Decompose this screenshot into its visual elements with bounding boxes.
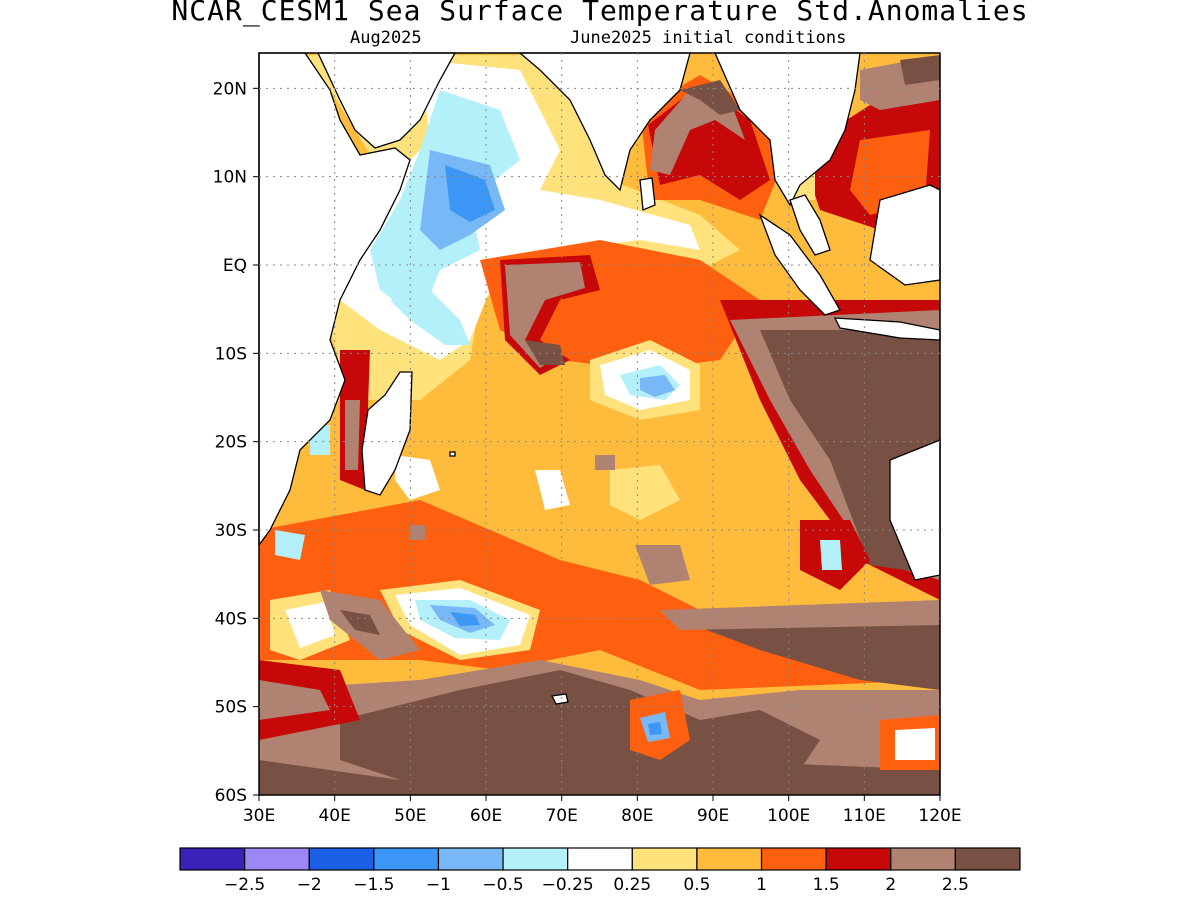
colorbar-swatch bbox=[373, 847, 440, 871]
lon-tick-label: 60E bbox=[470, 806, 502, 826]
lon-tick-label: 50E bbox=[394, 806, 426, 826]
lon-tick-label: 70E bbox=[545, 806, 577, 826]
kerguelen bbox=[551, 693, 569, 705]
anomaly-region bbox=[525, 340, 565, 365]
colorbar-swatch bbox=[825, 847, 892, 871]
grid-lines bbox=[259, 53, 940, 795]
colorbar-label: −0.5 bbox=[482, 875, 523, 895]
lon-tick-label: 120E bbox=[918, 806, 961, 826]
colorbar-label: −1.5 bbox=[353, 875, 394, 895]
colorbar-swatch bbox=[244, 847, 310, 871]
anomaly-region bbox=[445, 165, 495, 222]
anomaly-region bbox=[450, 612, 480, 626]
colorbar-label: 1 bbox=[756, 875, 767, 895]
lat-tick-label: 50S bbox=[215, 698, 247, 718]
lon-tick-label: 80E bbox=[621, 806, 653, 826]
anomaly-region bbox=[648, 722, 662, 735]
sri-lanka bbox=[639, 177, 656, 211]
anomaly-region bbox=[660, 600, 940, 630]
anomaly-region bbox=[895, 728, 935, 760]
anomaly-region bbox=[505, 262, 585, 368]
map-title: NCAR_CESM1 Sea Surface Temperature Std.A… bbox=[171, 0, 1029, 27]
lat-tick-label: 20N bbox=[213, 79, 247, 99]
forecast-month: Aug2025 bbox=[350, 28, 422, 48]
colorbar-swatch bbox=[890, 847, 956, 871]
lat-tick-label: EQ bbox=[223, 256, 247, 276]
anomaly-region bbox=[345, 400, 360, 470]
anomaly-region bbox=[340, 610, 380, 635]
colorbar-swatch bbox=[696, 847, 763, 871]
anomaly-region bbox=[259, 760, 940, 795]
colorbar-swatch bbox=[760, 847, 827, 871]
colorbar-label: 2.5 bbox=[942, 875, 969, 895]
plot-frame bbox=[258, 52, 941, 796]
madagascar bbox=[361, 371, 413, 496]
anomaly-region bbox=[595, 455, 615, 470]
anomaly-region bbox=[275, 530, 305, 560]
lon-tick-label: 100E bbox=[767, 806, 810, 826]
colorbar-label: 2 bbox=[885, 875, 896, 895]
lon-tick-label: 30E bbox=[243, 806, 275, 826]
lon-tick-label: 110E bbox=[843, 806, 886, 826]
lon-tick-label: 40E bbox=[318, 806, 350, 826]
anomaly-region bbox=[635, 545, 690, 585]
anomaly-region bbox=[640, 375, 675, 397]
india bbox=[518, 52, 691, 192]
colorbar-label: −0.25 bbox=[542, 875, 594, 895]
anomaly-region bbox=[340, 670, 820, 780]
lat-tick-label: 10N bbox=[213, 168, 247, 188]
anomaly-region bbox=[610, 465, 680, 520]
colorbar-swatch bbox=[567, 847, 633, 871]
anomaly-region bbox=[395, 455, 440, 500]
lat-tick-label: 20S bbox=[215, 433, 247, 453]
initial-conditions: June2025 initial conditions bbox=[570, 28, 847, 48]
anomaly-region bbox=[259, 680, 330, 720]
colorbar-swatch bbox=[437, 847, 504, 871]
colorbar-swatch bbox=[954, 847, 1021, 871]
colorbar: −2.5 −2 −1.5 −1 −0.5 −0.25 0.25 0.5 1 1.5 2 2.5 bbox=[179, 847, 1021, 895]
colorbar-label: 0.25 bbox=[613, 875, 651, 895]
colorbar-label: 0.5 bbox=[683, 875, 710, 895]
colorbar-swatch bbox=[631, 847, 698, 871]
anomaly-region bbox=[390, 290, 470, 345]
anomaly-region bbox=[900, 55, 940, 85]
lat-tick-label: 30S bbox=[215, 521, 247, 541]
arabia bbox=[316, 52, 457, 149]
colorbar-label: −2.5 bbox=[224, 875, 265, 895]
lon-tick-label: 90E bbox=[697, 806, 729, 826]
colorbar-swatch bbox=[502, 847, 569, 871]
lat-tick-label: 60S bbox=[215, 786, 247, 806]
anomaly-region bbox=[410, 525, 425, 540]
lat-tick-label: 40S bbox=[215, 609, 247, 629]
colorbar-swatch bbox=[179, 847, 246, 871]
anomaly-region bbox=[680, 620, 940, 690]
colorbar-swatch bbox=[308, 847, 375, 871]
mauritius bbox=[449, 451, 456, 457]
anomaly-region bbox=[820, 540, 842, 570]
indochina bbox=[714, 52, 861, 207]
malay-peninsula bbox=[789, 194, 831, 256]
lat-tick-label: 10S bbox=[215, 344, 247, 364]
colorbar-label: −1 bbox=[426, 875, 451, 895]
australia bbox=[889, 439, 941, 581]
colorbar-label: −2 bbox=[297, 875, 322, 895]
anomaly-region bbox=[285, 602, 335, 648]
colorbar-label: 1.5 bbox=[813, 875, 840, 895]
